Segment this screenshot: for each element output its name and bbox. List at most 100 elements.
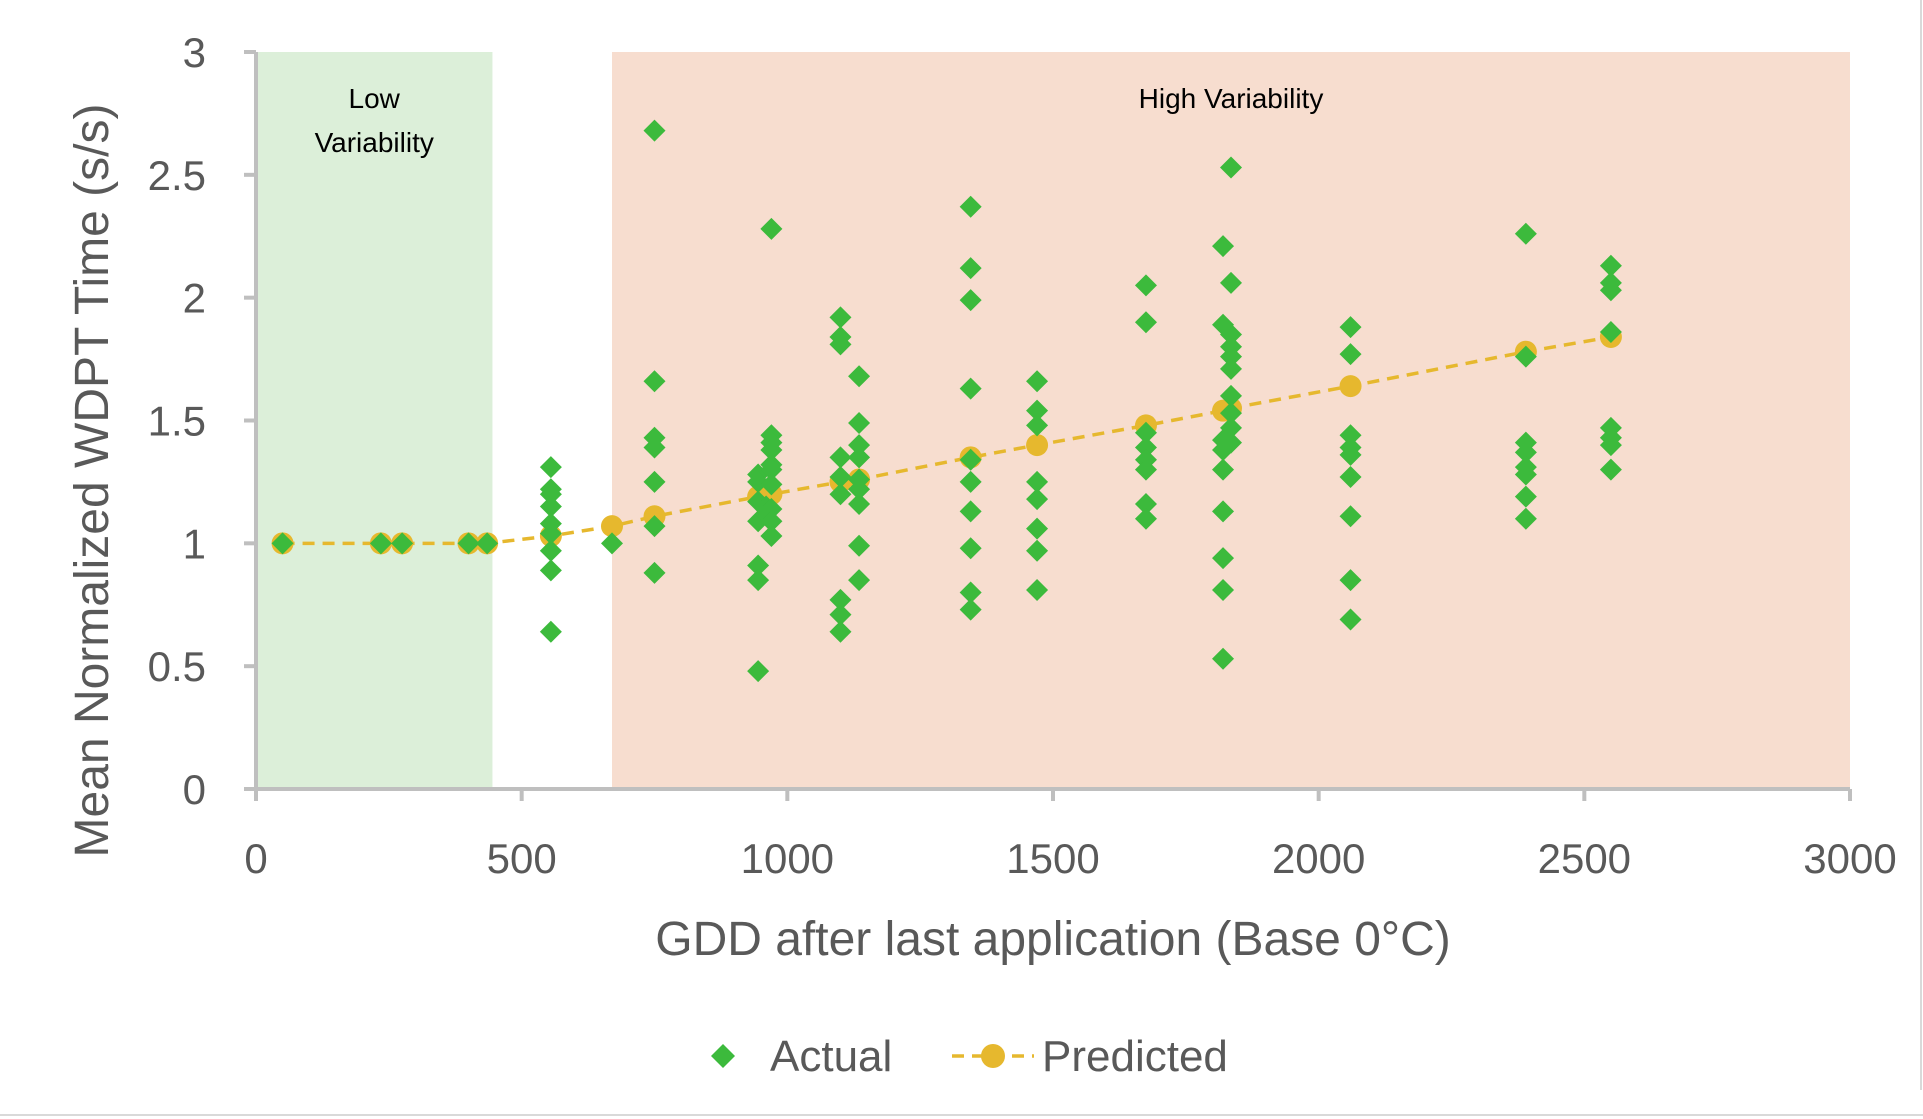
actual-point <box>1219 156 1242 179</box>
actual-point <box>848 446 871 469</box>
actual-point <box>1514 345 1537 368</box>
actual-point <box>747 660 770 683</box>
legend-predicted-label: Predicted <box>1042 1032 1228 1081</box>
actual-point <box>959 500 982 523</box>
actual-point <box>600 532 623 555</box>
y-tick-label: 0 <box>183 766 206 813</box>
actual-point <box>959 537 982 560</box>
region-0 <box>256 52 493 789</box>
actual-point <box>959 581 982 604</box>
x-tick-label: 1000 <box>741 835 834 882</box>
actual-point <box>829 446 852 469</box>
x-tick-label: 1500 <box>1006 835 1099 882</box>
actual-point <box>848 493 871 516</box>
actual-point <box>1026 517 1049 540</box>
region-label-1-0: High Variability <box>1139 83 1324 114</box>
actual-point <box>643 370 666 393</box>
actual-point <box>959 470 982 493</box>
actual-point <box>1134 436 1157 459</box>
actual-point <box>1219 271 1242 294</box>
actual-point <box>959 377 982 400</box>
actual-point <box>1339 343 1362 366</box>
actual-point <box>829 466 852 489</box>
actual-point <box>1026 399 1049 422</box>
actual-point <box>1339 466 1362 489</box>
frame-bottom-edge <box>0 1114 1923 1116</box>
actual-point <box>271 532 294 555</box>
actual-point <box>1212 500 1235 523</box>
actual-point <box>848 411 871 434</box>
actual-point <box>1134 493 1157 516</box>
y-tick-label: 0.5 <box>148 643 206 690</box>
region-label-0-0: Low <box>349 83 401 114</box>
actual-point <box>643 470 666 493</box>
x-axis-title: GDD after last application (Base 0°C) <box>655 913 1451 966</box>
actual-point <box>848 365 871 388</box>
actual-point <box>959 448 982 471</box>
actual-point <box>539 495 562 518</box>
legend-actual-label: Actual <box>770 1032 892 1081</box>
actual-point <box>1134 311 1157 334</box>
actual-point <box>760 524 783 547</box>
actual-point <box>1219 323 1242 346</box>
actual-point <box>829 603 852 626</box>
frame-right-edge <box>1920 0 1922 1090</box>
actual-point <box>1219 402 1242 425</box>
actual-point <box>643 119 666 142</box>
x-tick-label: 0 <box>244 835 267 882</box>
actual-point <box>760 473 783 496</box>
actual-point <box>747 554 770 577</box>
points-layer <box>271 119 1622 683</box>
actual-point <box>1599 434 1622 457</box>
actual-point <box>1339 424 1362 447</box>
actual-point <box>1599 321 1622 344</box>
actual-point <box>1599 279 1622 302</box>
actual-point <box>643 436 666 459</box>
actual-point <box>760 510 783 533</box>
actual-point <box>959 598 982 621</box>
actual-point <box>1212 647 1235 670</box>
actual-point <box>1026 539 1049 562</box>
actual-point <box>643 561 666 584</box>
actual-point <box>1514 441 1537 464</box>
actual-point <box>1219 384 1242 407</box>
actual-point <box>1212 547 1235 570</box>
actual-point <box>1514 463 1537 486</box>
actual-point <box>829 620 852 643</box>
actual-point <box>643 515 666 538</box>
actual-point <box>1219 357 1242 380</box>
actual-point <box>848 569 871 592</box>
actual-point <box>539 522 562 545</box>
actual-point <box>959 257 982 280</box>
actual-point <box>369 532 392 555</box>
actual-point <box>539 539 562 562</box>
y-tick-label: 2.5 <box>148 152 206 199</box>
y-tick-label: 3 <box>183 29 206 76</box>
actual-point <box>760 458 783 481</box>
actual-point <box>1134 507 1157 530</box>
actual-point <box>539 483 562 506</box>
actual-point <box>1514 507 1537 530</box>
actual-point <box>457 532 480 555</box>
actual-point <box>1134 274 1157 297</box>
predicted-point <box>600 515 623 538</box>
actual-point <box>1026 470 1049 493</box>
actual-point <box>1212 235 1235 258</box>
actual-point <box>829 306 852 329</box>
actual-point <box>848 478 871 501</box>
actual-point <box>1026 414 1049 437</box>
actual-point <box>1514 222 1537 245</box>
actual-point <box>1134 458 1157 481</box>
actual-point <box>1212 458 1235 481</box>
actual-point <box>1339 608 1362 631</box>
legend: Actual Predicted <box>711 1032 1228 1081</box>
actual-point <box>747 569 770 592</box>
actual-point <box>1599 458 1622 481</box>
actual-point <box>829 588 852 611</box>
actual-point <box>1219 416 1242 439</box>
actual-point <box>1339 569 1362 592</box>
actual-point <box>760 497 783 520</box>
predicted-point <box>1339 375 1362 398</box>
actual-point <box>1212 579 1235 602</box>
